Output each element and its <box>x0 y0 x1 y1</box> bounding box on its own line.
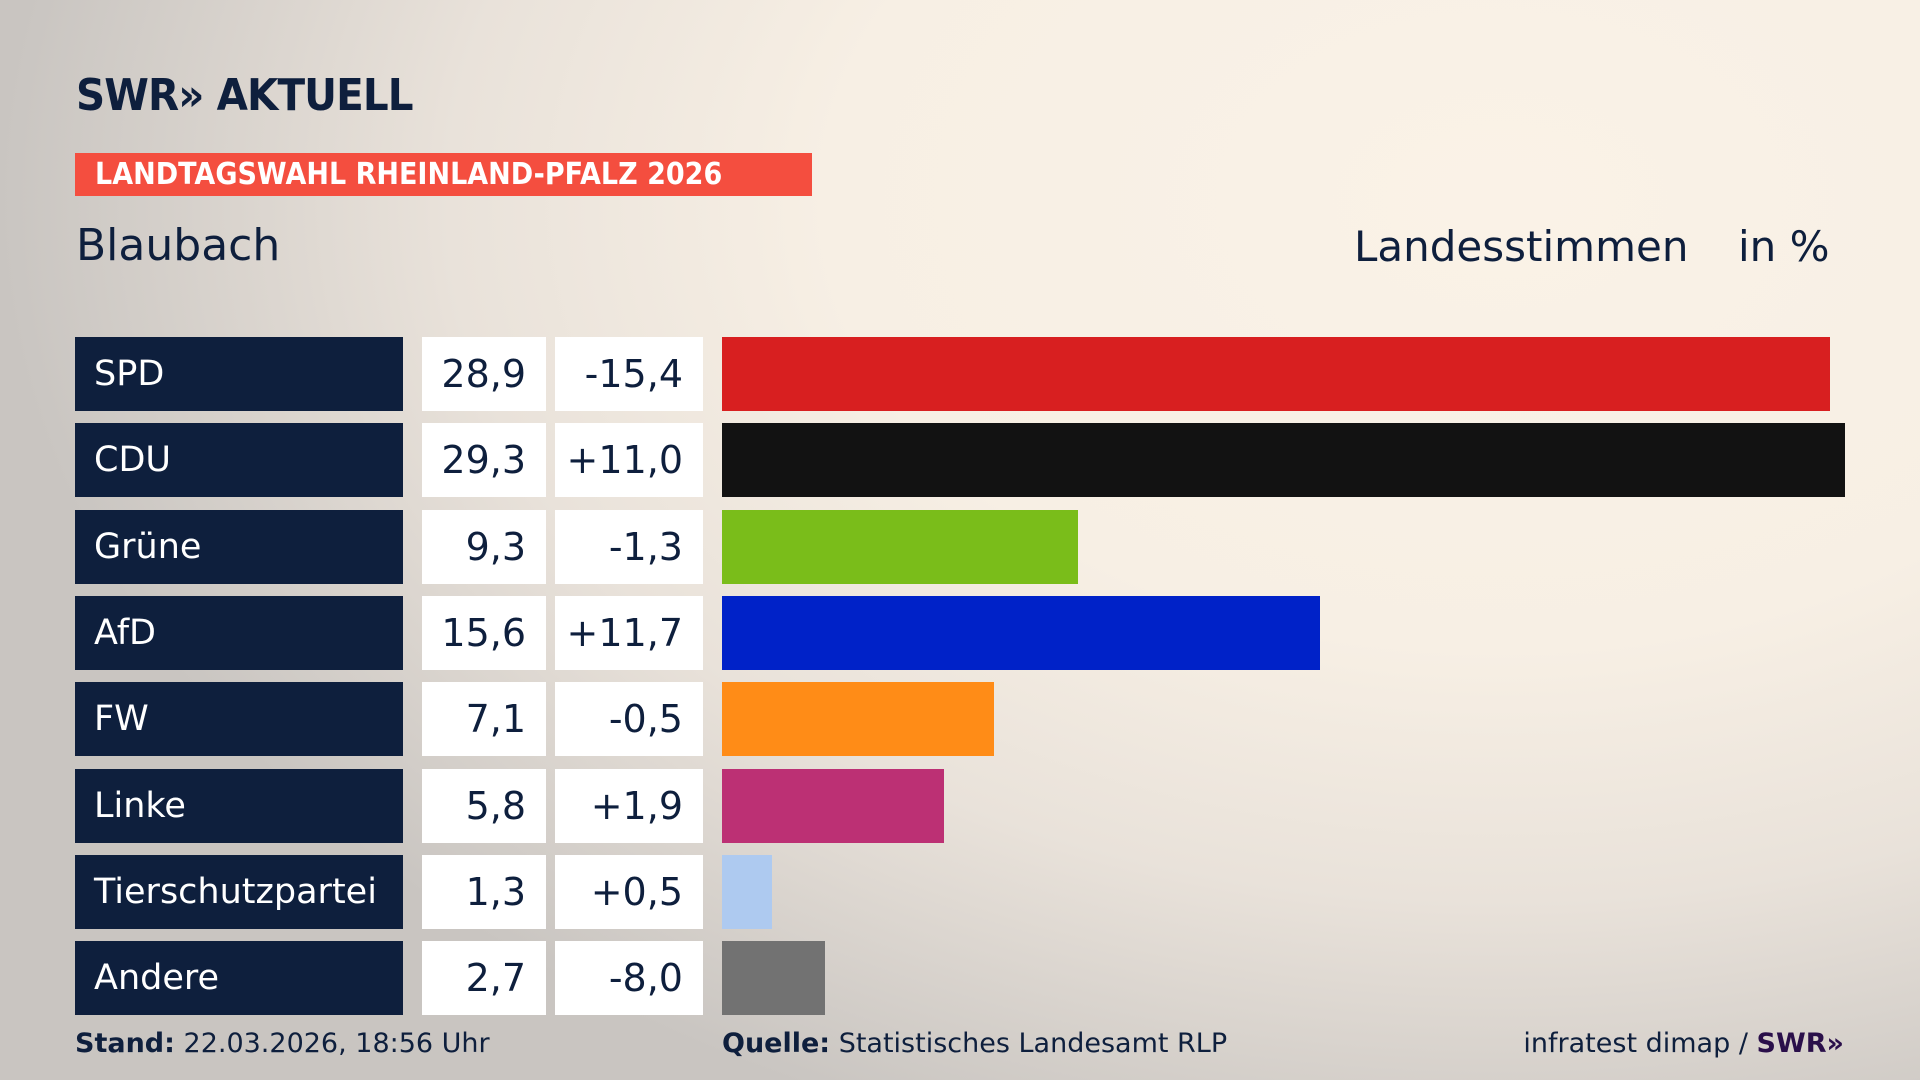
party-name: Andere <box>75 941 403 1016</box>
swr-aktuell-logo: SWR» AKTUELL <box>76 70 414 121</box>
measure-label: Landesstimmen <box>1354 222 1689 271</box>
vote-change: +1,9 <box>555 768 703 843</box>
vote-change: -15,4 <box>555 337 703 411</box>
swr-logo: SWR» <box>1756 1028 1844 1059</box>
vote-share: 7,1 <box>422 682 546 757</box>
vote-share: 15,6 <box>422 595 546 670</box>
stand-value: 22.03.2026, 18:56 Uhr <box>183 1028 490 1059</box>
party-name: AfD <box>75 595 403 670</box>
vote-share: 1,3 <box>422 854 546 929</box>
party-name: Grüne <box>75 509 403 584</box>
election-banner: LANDTAGSWAHL RHEINLAND-PFALZ 2026 <box>75 153 812 196</box>
result-row: AfD 15,6 +11,7 <box>0 595 1920 670</box>
bar <box>722 854 772 929</box>
result-row: Grüne 9,3 -1,3 <box>0 509 1920 584</box>
vote-change: +0,5 <box>555 854 703 929</box>
bar <box>722 682 995 757</box>
vote-change: -8,0 <box>555 941 703 1016</box>
party-name: SPD <box>75 337 403 411</box>
credit-text: infratest dimap / <box>1523 1028 1748 1059</box>
vote-change: -1,3 <box>555 509 703 584</box>
party-name: Tierschutzpartei <box>75 854 403 929</box>
result-row: CDU 29,3 +11,0 <box>0 423 1920 498</box>
vote-share: 28,9 <box>422 337 546 411</box>
result-row: Linke 5,8 +1,9 <box>0 768 1920 843</box>
unit-label: in % <box>1738 222 1830 271</box>
bar <box>722 509 1079 584</box>
bar <box>722 423 1845 498</box>
vote-share: 2,7 <box>422 941 546 1016</box>
source-label: Quelle: <box>722 1028 831 1059</box>
result-row: Tierschutzpartei 1,3 +0,5 <box>0 854 1920 929</box>
result-row: Andere 2,7 -8,0 <box>0 941 1920 1016</box>
source: Quelle: Statistisches Landesamt RLP <box>722 1028 1227 1059</box>
region-title: Blaubach <box>76 220 281 271</box>
vote-change: +11,0 <box>555 423 703 498</box>
vote-share: 29,3 <box>422 423 546 498</box>
bar <box>722 595 1320 670</box>
result-row: FW 7,1 -0,5 <box>0 682 1920 757</box>
vote-share: 5,8 <box>422 768 546 843</box>
party-name: FW <box>75 682 403 757</box>
credit: infratest dimap / SWR» <box>1523 1028 1844 1059</box>
party-name: CDU <box>75 423 403 498</box>
party-name: Linke <box>75 768 403 843</box>
stand-label: Stand: <box>75 1028 175 1059</box>
bar <box>722 768 945 843</box>
timestamp: Stand: 22.03.2026, 18:56 Uhr <box>75 1028 490 1059</box>
vote-change: -0,5 <box>555 682 703 757</box>
vote-share: 9,3 <box>422 509 546 584</box>
result-row: SPD 28,9 -15,4 <box>0 337 1920 411</box>
source-value: Statistisches Landesamt RLP <box>838 1028 1228 1059</box>
vote-change: +11,7 <box>555 595 703 670</box>
bar <box>722 941 826 1016</box>
election-banner-text: LANDTAGSWAHL RHEINLAND-PFALZ 2026 <box>95 157 723 192</box>
bar <box>722 337 1830 411</box>
